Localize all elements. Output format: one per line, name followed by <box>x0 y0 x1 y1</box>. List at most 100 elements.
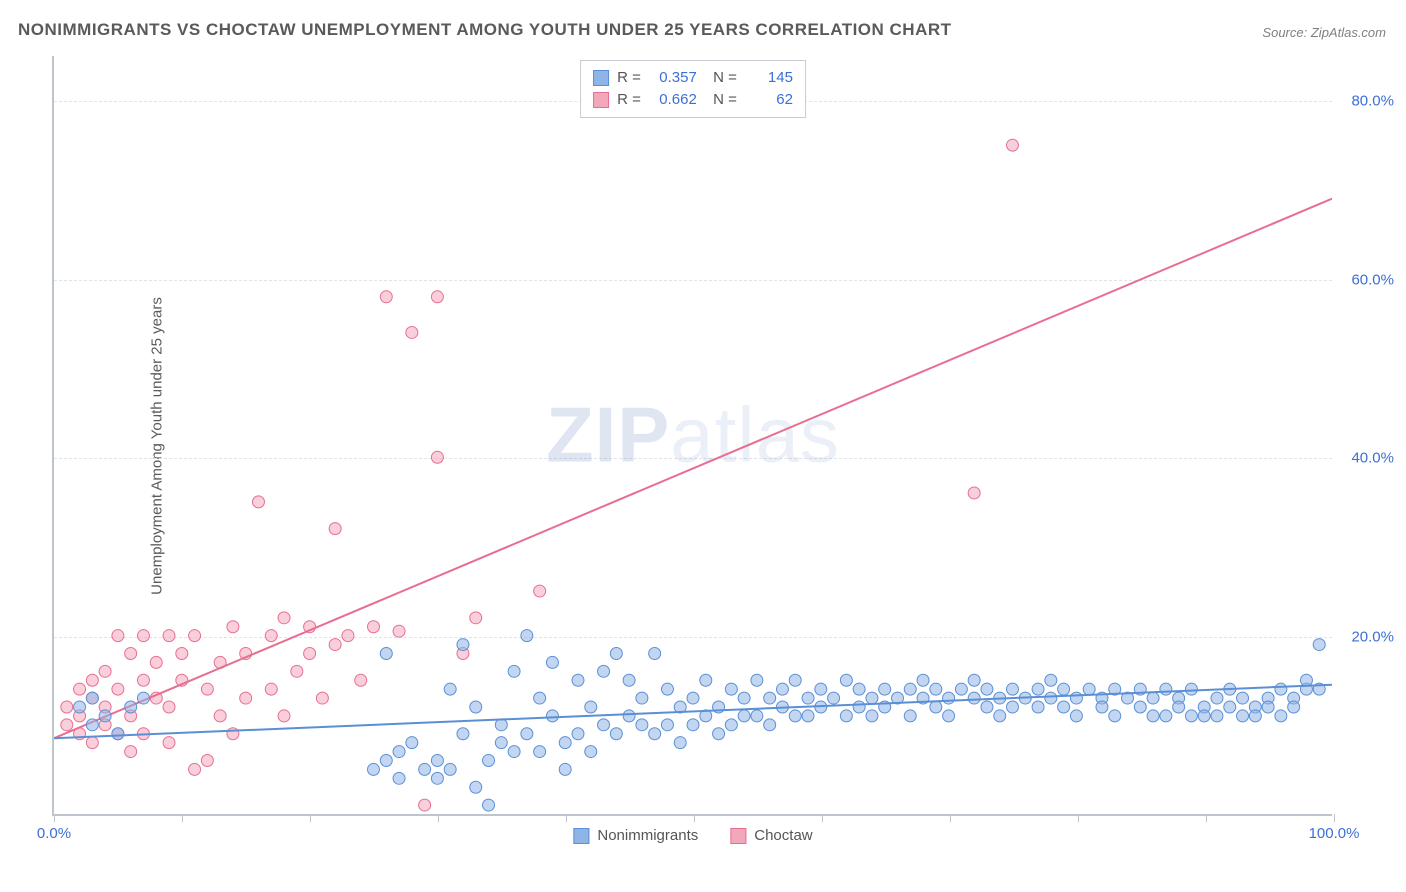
nonimmigrants-point <box>1262 701 1274 713</box>
nonimmigrants-point <box>955 683 967 695</box>
choctaw-point <box>227 621 239 633</box>
nonimmigrants-point <box>1185 683 1197 695</box>
choctaw-point <box>406 326 418 338</box>
choctaw-point <box>304 647 316 659</box>
nonimmigrants-point <box>559 737 571 749</box>
stats-legend: R = 0.357 N = 145 R = 0.662 N = 62 <box>580 60 806 118</box>
choctaw-point <box>125 647 137 659</box>
nonimmigrants-point <box>968 674 980 686</box>
nonimmigrants-point <box>764 719 776 731</box>
nonimmigrants-point <box>534 692 546 704</box>
r-label: R = <box>617 89 641 111</box>
choctaw-point <box>431 291 443 303</box>
choctaw-point <box>968 487 980 499</box>
nonimmigrants-point <box>393 772 405 784</box>
nonimmigrants-point <box>1134 701 1146 713</box>
choctaw-point <box>368 621 380 633</box>
ytick-label: 20.0% <box>1351 629 1394 646</box>
source-attribution: Source: ZipAtlas.com <box>1262 25 1386 40</box>
choctaw-point <box>163 630 175 642</box>
nonimmigrants-point <box>1211 692 1223 704</box>
nonimmigrants-point <box>406 737 418 749</box>
nonimmigrants-point <box>521 728 533 740</box>
nonimmigrants-point <box>559 763 571 775</box>
legend-item-nonimmigrants: Nonimmigrants <box>573 827 698 844</box>
nonimmigrants-point <box>904 710 916 722</box>
xtick <box>438 814 439 822</box>
nonimmigrants-point <box>1147 710 1159 722</box>
xtick <box>950 814 951 822</box>
nonimmigrants-point <box>994 710 1006 722</box>
nonimmigrants-point <box>572 728 584 740</box>
xtick <box>1334 814 1335 822</box>
swatch-nonimmigrants <box>593 70 609 86</box>
nonimmigrants-point <box>74 701 86 713</box>
nonimmigrants-point <box>1275 710 1287 722</box>
choctaw-point <box>86 674 98 686</box>
xtick <box>566 814 567 822</box>
nonimmigrants-point <box>828 692 840 704</box>
choctaw-point <box>201 683 213 695</box>
nonimmigrants-point <box>1007 683 1019 695</box>
nonimmigrants-point <box>368 763 380 775</box>
choctaw-point <box>278 612 290 624</box>
nonimmigrants-point <box>444 763 456 775</box>
nonimmigrants-point <box>393 746 405 758</box>
nonimmigrants-point <box>636 719 648 731</box>
nonimmigrants-point <box>585 746 597 758</box>
nonimmigrants-point <box>904 683 916 695</box>
nonimmigrants-point <box>380 755 392 767</box>
nonimmigrants-point <box>661 719 673 731</box>
choctaw-point <box>125 746 137 758</box>
nonimmigrants-point <box>1096 701 1108 713</box>
nonimmigrants-point <box>610 647 622 659</box>
nonimmigrants-point <box>610 728 622 740</box>
nonimmigrants-point <box>431 755 443 767</box>
nonimmigrants-point <box>1160 710 1172 722</box>
xtick <box>54 814 55 822</box>
nonimmigrants-point <box>725 683 737 695</box>
choctaw-point <box>86 737 98 749</box>
legend-label-choctaw: Choctaw <box>754 827 812 844</box>
nonimmigrants-point <box>137 692 149 704</box>
choctaw-trendline <box>54 199 1332 739</box>
xtick-label: 100.0% <box>1309 825 1360 842</box>
nonimmigrants-point <box>598 665 610 677</box>
choctaw-point <box>112 630 124 642</box>
nonimmigrants-point <box>840 674 852 686</box>
nonimmigrants-point <box>623 674 635 686</box>
xtick <box>1206 814 1207 822</box>
nonimmigrants-point <box>917 674 929 686</box>
nonimmigrants-point <box>1070 692 1082 704</box>
xtick <box>310 814 311 822</box>
choctaw-point <box>316 692 328 704</box>
nonimmigrants-point <box>546 710 558 722</box>
nonimmigrants-point <box>1211 710 1223 722</box>
legend-item-choctaw: Choctaw <box>730 827 812 844</box>
nonimmigrants-point <box>1300 674 1312 686</box>
nonimmigrants-point <box>598 719 610 731</box>
choctaw-point <box>99 665 111 677</box>
nonimmigrants-point <box>470 781 482 793</box>
nonimmigrants-point <box>687 719 699 731</box>
choctaw-point <box>252 496 264 508</box>
nonimmigrants-point <box>112 728 124 740</box>
nonimmigrants-point <box>86 719 98 731</box>
nonimmigrants-point <box>457 728 469 740</box>
choctaw-point <box>393 625 405 637</box>
nonimmigrants-point <box>1045 674 1057 686</box>
source-link[interactable]: ZipAtlas.com <box>1311 25 1386 40</box>
nonimmigrants-point <box>649 647 661 659</box>
nonimmigrants-point <box>508 665 520 677</box>
nonimmigrants-point <box>968 692 980 704</box>
nonimmigrants-point <box>483 799 495 811</box>
choctaw-point <box>201 755 213 767</box>
r-label: R = <box>617 67 641 89</box>
nonimmigrants-point <box>1288 701 1300 713</box>
nonimmigrants-point <box>981 701 993 713</box>
nonimmigrants-point <box>879 683 891 695</box>
nonimmigrants-point <box>125 701 137 713</box>
xtick <box>822 814 823 822</box>
nonimmigrants-point <box>853 701 865 713</box>
nonimmigrants-point <box>700 674 712 686</box>
